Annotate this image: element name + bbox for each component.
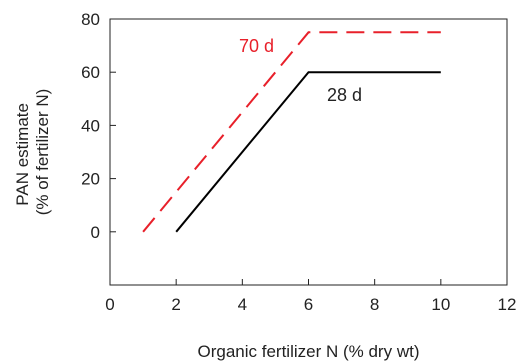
x-tick-label: 12: [498, 295, 517, 314]
series-line: [175, 71, 441, 233]
y-tick-label: 20: [81, 170, 100, 189]
x-tick-label: 0: [105, 295, 114, 314]
plot-frame: [109, 18, 508, 286]
series-label-28d: 28 d: [327, 85, 362, 105]
series-lines: [142, 31, 441, 233]
y-tick-label: 40: [81, 116, 100, 135]
x-tick-label: 6: [304, 295, 313, 314]
y-axis-title-line1: PAN estimate: [13, 103, 32, 206]
y-tick-label: 0: [91, 223, 100, 242]
x-tick-label: 2: [171, 295, 180, 314]
x-tick-label: 10: [431, 295, 450, 314]
series-line: [142, 31, 441, 233]
y-tick-label: 60: [81, 63, 100, 82]
x-tick-label: 4: [238, 295, 247, 314]
y-axis-title-line2: (% of fertilizer N): [33, 89, 52, 216]
x-axis-ticks: 0 2 4 6 8 10 12: [105, 279, 516, 314]
y-axis-title: PAN estimate (% of fertilizer N): [13, 89, 52, 216]
series-label-70d: 70 d: [239, 36, 274, 56]
y-axis-ticks: 0 20 40 60 80: [81, 10, 116, 242]
y-tick-label: 80: [81, 10, 100, 29]
x-axis-title: Organic fertilizer N (% dry wt): [198, 342, 420, 361]
x-tick-label: 8: [370, 295, 379, 314]
